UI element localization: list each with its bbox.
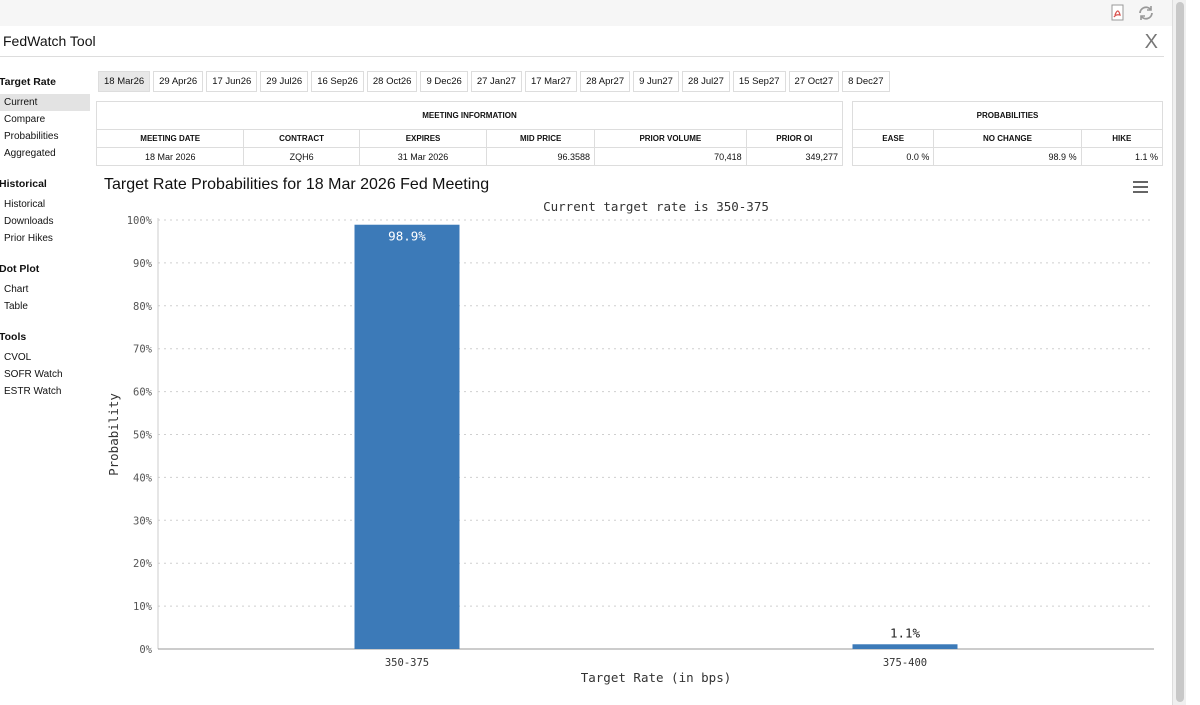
chart-menu-icon[interactable] bbox=[1132, 180, 1150, 199]
table-column-header: PRIOR VOLUME bbox=[594, 129, 747, 148]
title-bar: FedWatch Tool X bbox=[0, 27, 1164, 57]
table-column-header: MEETING DATE bbox=[95, 129, 245, 148]
y-tick-label: 0% bbox=[139, 644, 152, 656]
y-axis-label: Probability bbox=[106, 393, 121, 476]
tab-meeting[interactable]: 29 Apr26 bbox=[153, 71, 204, 92]
y-tick-label: 90% bbox=[133, 258, 153, 270]
chart-bar bbox=[852, 644, 958, 649]
app-title: FedWatch Tool bbox=[3, 33, 96, 49]
sidebar-section-title: Target Rate bbox=[0, 76, 56, 88]
tab-meeting[interactable]: 9 Dec26 bbox=[420, 71, 468, 92]
table-cell: 0.0 % bbox=[851, 147, 935, 166]
table-column-header: EXPIRES bbox=[358, 129, 488, 148]
y-tick-label: 10% bbox=[133, 601, 153, 613]
chart-subtitle: Current target rate is 350-375 bbox=[543, 199, 769, 214]
table-cell: 18 Mar 2026 bbox=[95, 147, 245, 166]
sidebar-section-title: Dot Plot bbox=[0, 263, 40, 275]
table-cell: 31 Mar 2026 bbox=[358, 147, 488, 166]
probabilities-table: PROBABILITIES EASE NO CHANGE HIKE 0.0 % 98.… bbox=[851, 101, 1164, 166]
tab-meeting[interactable]: 15 Sep27 bbox=[732, 71, 786, 92]
table-cell: 70,418 bbox=[594, 147, 747, 166]
table-cell: 349,277 bbox=[745, 147, 844, 166]
tab-meeting[interactable]: 18 Mar26 bbox=[98, 71, 151, 92]
sidebar-item-downloads[interactable]: Downloads bbox=[4, 216, 54, 227]
meeting-info-table: MEETING INFORMATION MEETING DATE CONTRACT… bbox=[95, 101, 844, 166]
sidebar-item-probabilities[interactable]: Probabilities bbox=[4, 131, 59, 142]
table-cell: ZQH6 bbox=[243, 147, 360, 166]
sidebar-item-current[interactable]: Current bbox=[0, 94, 90, 111]
y-tick-label: 50% bbox=[133, 430, 153, 442]
sidebar-item-estr-watch[interactable]: ESTR Watch bbox=[4, 386, 62, 397]
y-tick-label: 40% bbox=[133, 472, 153, 484]
y-tick-label: 30% bbox=[133, 515, 153, 527]
tab-meeting[interactable]: 8 Dec27 bbox=[842, 71, 890, 92]
data-label: 98.9% bbox=[388, 229, 426, 244]
sidebar-item-aggregated[interactable]: Aggregated bbox=[4, 148, 56, 159]
tab-meeting[interactable]: 28 Jul27 bbox=[681, 71, 730, 92]
y-tick-label: 100% bbox=[127, 215, 153, 227]
probabilities-header: PROBABILITIES bbox=[852, 101, 1163, 130]
chart-svg: Current target rate is 350-375 0% 10% 20% 30… bbox=[106, 199, 1154, 685]
sidebar-section-title: Historical bbox=[0, 178, 47, 190]
tab-meeting[interactable]: 17 Jun26 bbox=[206, 71, 258, 92]
table-column-header: MID PRICE bbox=[486, 129, 596, 148]
x-tick-label: 350-375 bbox=[385, 657, 429, 669]
sidebar-item-compare[interactable]: Compare bbox=[4, 114, 46, 125]
sidebar-item-sofr-watch[interactable]: SOFR Watch bbox=[4, 369, 63, 380]
x-tick-label: 375-400 bbox=[883, 657, 927, 669]
scrollbar-thumb[interactable] bbox=[1176, 2, 1184, 702]
tab-meeting[interactable]: 28 Apr27 bbox=[580, 71, 631, 92]
sidebar-item-cvol[interactable]: CVOL bbox=[4, 352, 32, 363]
tab-meeting[interactable]: 9 Jun27 bbox=[633, 71, 679, 92]
table-cell: 1.1 % bbox=[1080, 147, 1164, 166]
refresh-icon[interactable] bbox=[1136, 3, 1156, 23]
y-tick-label: 70% bbox=[133, 344, 153, 356]
y-tick-label: 60% bbox=[133, 387, 153, 399]
scrollbar[interactable] bbox=[1172, 0, 1186, 705]
sidebar-item-prior-hikes[interactable]: Prior Hikes bbox=[4, 233, 53, 244]
y-tick-label: 80% bbox=[133, 301, 153, 313]
table-column-header: CONTRACT bbox=[243, 129, 360, 148]
sidebar-item-historical[interactable]: Historical bbox=[4, 199, 46, 210]
y-tick-label: 20% bbox=[133, 558, 153, 570]
close-icon[interactable]: X bbox=[1144, 31, 1158, 53]
table-column-header: HIKE bbox=[1080, 129, 1164, 148]
x-axis-label: Target Rate (in bps) bbox=[581, 670, 732, 685]
meeting-info-header: MEETING INFORMATION bbox=[96, 101, 843, 130]
tab-meeting[interactable]: 17 Mar27 bbox=[524, 71, 578, 92]
chart-title: Target Rate Probabilities for 18 Mar 202… bbox=[104, 176, 490, 193]
data-label: 1.1% bbox=[890, 625, 921, 640]
sidebar-item-chart[interactable]: Chart bbox=[4, 284, 29, 295]
sidebar-item-table[interactable]: Table bbox=[4, 301, 28, 312]
table-cell: 96.3588 bbox=[486, 147, 596, 166]
meeting-tabs: 18 Mar26 29 Apr26 17 Jun26 29 Jul26 16 Sep26… bbox=[98, 71, 890, 92]
chart-container: Target Rate Probabilities for 18 Mar 202… bbox=[96, 170, 1164, 696]
pdf-icon[interactable] bbox=[1108, 3, 1128, 23]
table-column-header: EASE bbox=[851, 129, 935, 148]
tab-meeting[interactable]: 28 Oct26 bbox=[366, 71, 418, 92]
table-cell: 98.9 % bbox=[933, 147, 1082, 166]
table-column-header: PRIOR OI bbox=[745, 129, 844, 148]
tab-meeting[interactable]: 27 Oct27 bbox=[788, 71, 840, 92]
table-column-header: NO CHANGE bbox=[933, 129, 1082, 148]
chart-bar bbox=[354, 224, 460, 649]
tab-meeting[interactable]: 16 Sep26 bbox=[311, 71, 364, 92]
sidebar: Target Rate Current Compare Probabilities Ag… bbox=[0, 68, 90, 408]
tab-meeting[interactable]: 29 Jul26 bbox=[260, 71, 309, 92]
tab-meeting[interactable]: 27 Jan27 bbox=[470, 71, 522, 92]
top-toolbar bbox=[0, 0, 1172, 26]
sidebar-section-title: Tools bbox=[0, 331, 27, 343]
